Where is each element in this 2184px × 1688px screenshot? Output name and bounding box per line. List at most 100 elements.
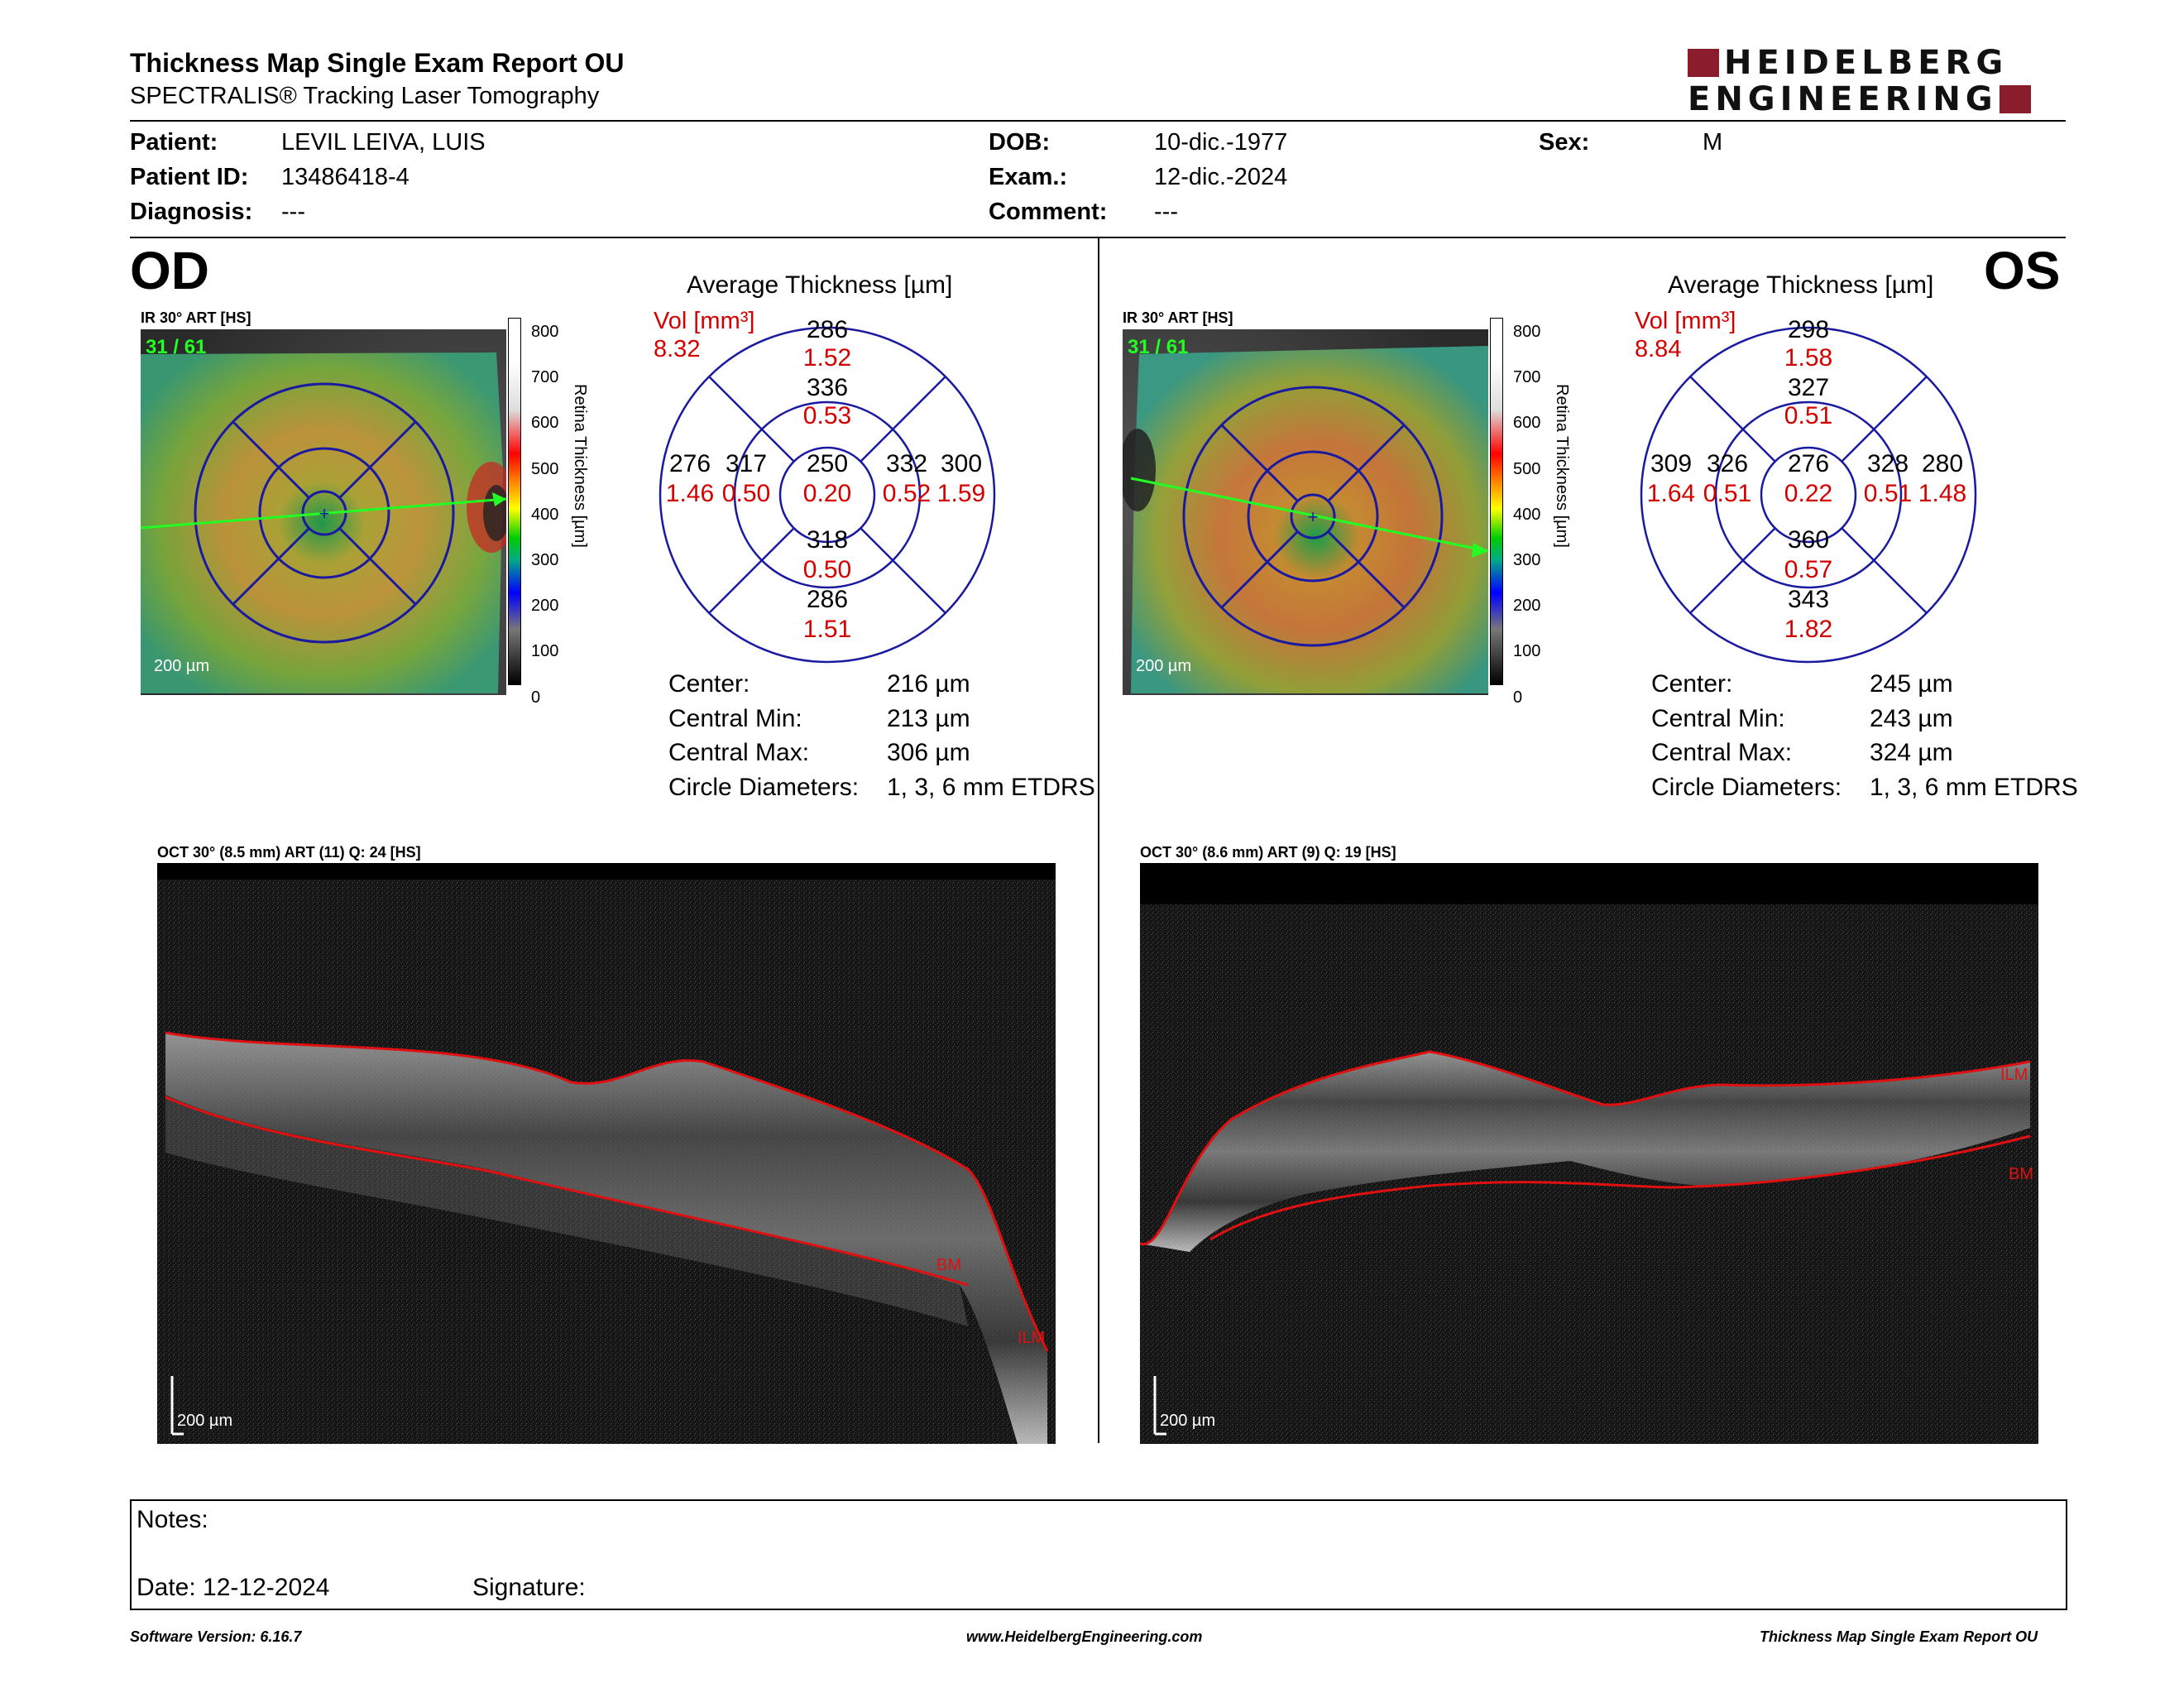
- os-inf-outer-vol: 1.82: [1784, 616, 1833, 643]
- od-bm-label: BM: [936, 1256, 961, 1274]
- os-colorbar-ticks: 800 700 600 500 400 300 200 100 0: [1513, 323, 1541, 707]
- od-vol-label: Vol [mm³]: [654, 308, 755, 334]
- od-center-value: 216 µm: [887, 670, 970, 698]
- od-oct-svg: BM ILM 200 µm: [157, 863, 1056, 1444]
- od-avg-title: Average Thickness [µm]: [687, 271, 953, 299]
- od-inf-inner-vol: 0.50: [802, 556, 852, 583]
- heidelberg-logo: HEIDELBERG ENGINEERING: [1688, 46, 2065, 116]
- od-oct-scan: BM ILM 200 µm: [157, 863, 1056, 1444]
- os-center-label: Center:: [1651, 670, 1733, 698]
- os-scan-label: OCT 30° (8.6 mm) ART (9) Q: 19 [HS]: [1140, 844, 1396, 861]
- od-temp-inner: 317: [725, 450, 768, 477]
- os-inf-outer: 343: [1787, 586, 1830, 613]
- os-sup-outer: 298: [1787, 316, 1830, 343]
- od-colorbar-ticks: 800 700 600 500 400 300 200 100 0: [531, 323, 559, 707]
- exam-value: 12-dic.-2024: [1154, 164, 1288, 190]
- os-map-scale: 200 µm: [1136, 657, 1192, 675]
- comment-value: ---: [1154, 199, 1178, 225]
- os-nas-inner: 328: [1866, 450, 1909, 477]
- od-eye-label: OD: [130, 241, 209, 300]
- sex-label: Sex:: [1539, 129, 1590, 156]
- patient-divider: [130, 237, 2066, 238]
- od-etdrs-values: 286 1.52 336 0.53 276 1.46 317 0.50 250 …: [654, 316, 1001, 669]
- od-min-label: Central Min:: [668, 705, 802, 732]
- od-center: 250: [806, 450, 849, 477]
- patient-id-value: 13486418-4: [281, 164, 410, 190]
- os-sup-inner: 327: [1787, 374, 1830, 401]
- od-temp-outer: 276: [668, 450, 711, 477]
- os-temp-inner-vol: 0.51: [1703, 480, 1752, 507]
- notes-label: Notes:: [136, 1506, 208, 1533]
- os-nas-inner-vol: 0.51: [1863, 480, 1913, 507]
- os-etdrs-values: 298 1.58 327 0.51 309 1.64 326 0.51 276 …: [1635, 316, 1982, 669]
- os-center: 276: [1787, 450, 1830, 477]
- svg-text:+: +: [319, 503, 330, 524]
- od-nas-outer-vol: 1.59: [936, 480, 986, 507]
- os-sup-inner-vol: 0.51: [1784, 402, 1833, 429]
- exam-label: Exam.:: [989, 164, 1068, 190]
- od-scan-scale: 200 µm: [177, 1412, 232, 1430]
- od-nas-inner-vol: 0.52: [882, 480, 932, 507]
- notes-box[interactable]: Notes: Date: 12-12-2024 Signature:: [130, 1499, 2067, 1610]
- os-thickness-map-svg: +: [1123, 329, 1488, 695]
- od-inf-outer-vol: 1.51: [802, 616, 852, 643]
- patient-value: LEVIL LEIVA, LUIS: [281, 129, 486, 156]
- os-sup-outer-vol: 1.58: [1784, 344, 1833, 372]
- os-thickness-map: + 31 / 61 200 µm: [1123, 329, 1488, 695]
- od-inf-outer: 286: [806, 586, 849, 613]
- os-vol-value: 8.84: [1635, 336, 1682, 362]
- sex-value: M: [1703, 129, 1723, 156]
- od-nas-inner: 332: [885, 450, 928, 477]
- od-nas-outer: 300: [940, 450, 983, 477]
- os-colorbar-label: Retina Thickness [µm]: [1553, 384, 1571, 548]
- os-ilm-label: ILM: [2000, 1066, 2028, 1084]
- comment-label: Comment:: [989, 199, 1108, 225]
- os-etdrs-grid: [1640, 326, 1977, 664]
- os-nas-outer: 280: [1921, 450, 1964, 477]
- os-scan-scale: 200 µm: [1160, 1412, 1215, 1430]
- od-min-value: 213 µm: [887, 705, 970, 732]
- date-label: Date: 12-12-2024: [136, 1574, 330, 1601]
- os-center-vol: 0.22: [1784, 480, 1833, 507]
- logo-line1: HEIDELBERG: [1724, 44, 2009, 82]
- os-max-value: 324 µm: [1870, 739, 1953, 766]
- od-map-scale: 200 µm: [154, 657, 210, 675]
- dob-value: 10-dic.-1977: [1154, 129, 1288, 156]
- logo-square-right: [1999, 85, 2031, 113]
- patient-label: Patient:: [130, 129, 218, 156]
- os-diam-value: 1, 3, 6 mm ETDRS: [1870, 774, 2078, 801]
- os-oct-svg: ILM BM 200 µm: [1140, 863, 2038, 1444]
- od-colorbar-label: Retina Thickness [µm]: [571, 384, 589, 548]
- os-map-label: IR 30° ART [HS]: [1123, 309, 1233, 326]
- os-diam-label: Circle Diameters:: [1651, 774, 1842, 801]
- od-map-label: IR 30° ART [HS]: [141, 309, 251, 326]
- os-nas-outer-vol: 1.48: [1918, 480, 1967, 507]
- od-sup-inner-vol: 0.53: [802, 402, 852, 429]
- od-max-value: 306 µm: [887, 739, 970, 766]
- os-vol-label: Vol [mm³]: [1635, 308, 1736, 334]
- od-colorbar-gradient: [508, 318, 521, 685]
- diagnosis-label: Diagnosis:: [130, 199, 253, 225]
- software-version: Software Version: 6.16.7: [130, 1628, 302, 1645]
- logo-square-left: [1688, 49, 1719, 77]
- od-temp-outer-vol: 1.46: [665, 480, 715, 507]
- logo-line2: ENGINEERING: [1688, 80, 1998, 118]
- os-max-label: Central Max:: [1651, 739, 1793, 766]
- od-inf-inner: 318: [806, 526, 849, 554]
- signature-label: Signature:: [472, 1574, 586, 1601]
- od-frame-counter: 31 / 61: [146, 336, 207, 358]
- report-title: Thickness Map Single Exam Report OU: [130, 48, 625, 78]
- os-colorbar: 800 700 600 500 400 300 200 100 0 Retina…: [1488, 314, 1579, 707]
- od-max-label: Central Max:: [668, 739, 810, 766]
- od-etdrs-grid: [659, 326, 996, 664]
- od-temp-inner-vol: 0.50: [721, 480, 771, 507]
- od-colorbar: 800 700 600 500 400 300 200 100 0 Retina…: [506, 314, 597, 707]
- header-divider: [130, 120, 2066, 122]
- od-center-label: Center:: [668, 670, 750, 698]
- od-thickness-map: + 31 / 61 200 µm: [141, 329, 506, 695]
- os-frame-counter: 31 / 61: [1128, 336, 1189, 358]
- os-temp-inner: 326: [1706, 450, 1749, 477]
- website-link[interactable]: www.HeidelbergEngineering.com: [966, 1628, 1203, 1645]
- os-oct-scan: ILM BM 200 µm: [1140, 863, 2038, 1444]
- od-sup-inner: 336: [806, 374, 849, 401]
